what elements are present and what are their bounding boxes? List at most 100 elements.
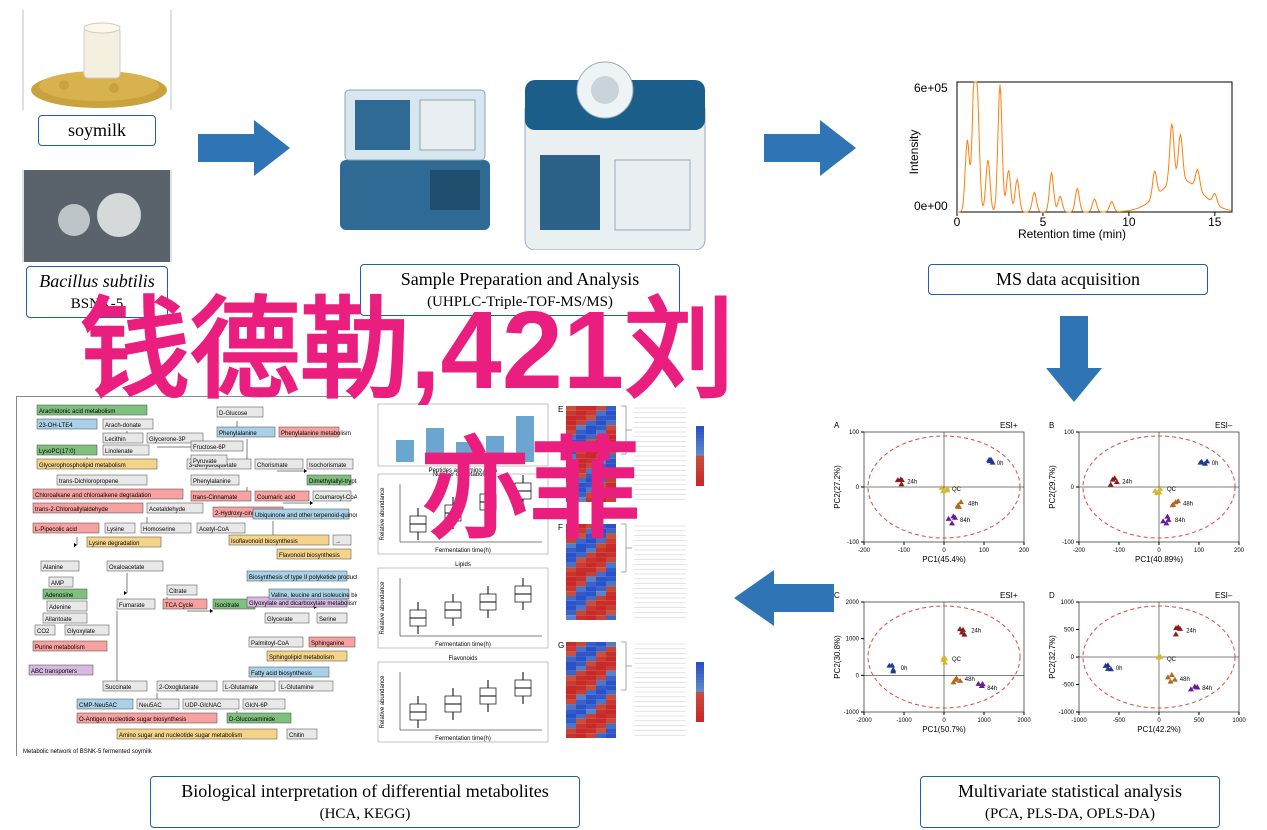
svg-text:Fumarate: Fumarate	[119, 603, 145, 609]
svg-text:-200: -200	[1073, 548, 1086, 554]
svg-text:ESI+: ESI+	[1000, 591, 1018, 600]
svg-text:-200: -200	[858, 548, 871, 554]
svg-text:GlcN-6P: GlcN-6P	[245, 703, 268, 709]
svg-text:ESI–: ESI–	[1215, 591, 1233, 600]
svg-text:LysoPC(17:0): LysoPC(17:0)	[39, 449, 75, 455]
soymilk-label-text: soymilk	[68, 120, 126, 140]
svg-text:Fermentation time(h): Fermentation time(h)	[435, 642, 491, 648]
svg-text:Phenylalanine: Phenylalanine	[219, 431, 257, 437]
chrom-ymin: 0e+00	[914, 199, 948, 213]
svg-text:24h: 24h	[1122, 480, 1132, 486]
svg-text:Isoflavonoid biosynthesis: Isoflavonoid biosynthesis	[231, 539, 298, 545]
svg-text:Neu5AC: Neu5AC	[139, 703, 162, 709]
svg-text:L-Glutamate: L-Glutamate	[225, 685, 259, 691]
svg-text:Fructose-6P: Fructose-6P	[193, 445, 226, 451]
svg-text:Chloroalkane and chloroalkene: Chloroalkane and chloroalkene degradatio…	[35, 493, 151, 499]
svg-text:0: 0	[1157, 718, 1161, 724]
multivariate-line1: Multivariate statistical analysis	[958, 781, 1182, 801]
chrom-ymax: 6e+05	[914, 81, 948, 95]
svg-text:C: C	[834, 591, 840, 600]
svg-text:PC2(32.7%): PC2(32.7%)	[1048, 635, 1057, 679]
svg-text:100: 100	[979, 548, 990, 554]
svg-text:84h: 84h	[1202, 686, 1212, 692]
instrument-label: Sample Preparation and Analysis (UHPLC-T…	[360, 264, 680, 316]
svg-text:Glyoxylate and dicarboxylate m: Glyoxylate and dicarboxylate metabolism	[249, 601, 357, 607]
svg-text:Lysine degradation: Lysine degradation	[89, 541, 139, 547]
svg-text:500: 500	[1064, 628, 1075, 634]
svg-text:PC1(50.7%): PC1(50.7%)	[922, 725, 966, 734]
svg-text:Valine, leucine and isoleucine: Valine, leucine and isoleucine biosynthe…	[271, 593, 357, 599]
chrom-ylabel: Intensity	[907, 130, 921, 175]
soymilk-label: soymilk	[38, 115, 156, 146]
svg-text:Sphinganine: Sphinganine	[311, 641, 345, 647]
svg-text:0: 0	[1071, 655, 1075, 661]
svg-text:0: 0	[856, 673, 860, 679]
svg-text:Succinate: Succinate	[105, 685, 132, 691]
svg-text:Linolenate: Linolenate	[105, 449, 133, 455]
arrow-down	[1046, 316, 1102, 402]
svg-text:Allantoate: Allantoate	[45, 617, 72, 623]
bacteria-line1: Bacillus subtilis	[39, 271, 155, 291]
svg-text:0: 0	[856, 485, 860, 491]
svg-text:1000: 1000	[846, 637, 860, 643]
svg-text:Oxaloacetate: Oxaloacetate	[109, 565, 145, 571]
svg-text:200: 200	[1234, 548, 1245, 554]
pathway-network: Arachidonic acid metabolism23-OH-LTE4Ara…	[16, 396, 356, 756]
svg-text:Fermentation time(h): Fermentation time(h)	[435, 736, 491, 742]
svg-text:Purine metabolism: Purine metabolism	[35, 645, 85, 651]
svg-text:Arachidonic acid metabolism: Arachidonic acid metabolism	[39, 409, 115, 415]
svg-text:trans-Cinnamate: trans-Cinnamate	[193, 495, 238, 501]
svg-text:Coumaric acid: Coumaric acid	[257, 495, 295, 501]
svg-text:Lipids: Lipids	[455, 562, 471, 568]
svg-text:0h: 0h	[1212, 461, 1219, 467]
svg-text:Serine: Serine	[319, 617, 337, 623]
soymilk-photo	[22, 10, 172, 110]
svg-text:-500: -500	[1062, 683, 1075, 689]
biointerp-line1: Biological interpretation of differentia…	[181, 781, 549, 801]
svg-text:D-Glucosaminide: D-Glucosaminide	[229, 717, 276, 723]
svg-text:Arach-donate: Arach-donate	[105, 423, 142, 429]
svg-text:Amino sugar and nucleotide sug: Amino sugar and nucleotide sugar metabol…	[119, 733, 242, 739]
middle-charts: Number of metabolitesPeptides and amino …	[368, 396, 728, 756]
svg-text:→: →	[335, 539, 341, 545]
svg-text:ABC transporters: ABC transporters	[31, 669, 77, 675]
arrow-1	[198, 120, 290, 176]
svg-text:PC2(29.7%): PC2(29.7%)	[1048, 465, 1057, 509]
svg-text:Isocitrate: Isocitrate	[215, 603, 240, 609]
instrument-image	[330, 20, 720, 250]
svg-text:2-Oxoglutarate: 2-Oxoglutarate	[159, 685, 199, 691]
svg-text:0h: 0h	[1116, 666, 1123, 672]
svg-text:1000: 1000	[1232, 718, 1246, 724]
svg-text:-1000: -1000	[1059, 710, 1075, 716]
svg-text:0h: 0h	[901, 666, 908, 672]
svg-text:-500: -500	[1113, 718, 1126, 724]
svg-text:Fatty acid biosynthesis: Fatty acid biosynthesis	[251, 671, 312, 677]
svg-text:Isochorismate: Isochorismate	[309, 463, 347, 469]
svg-text:15: 15	[1208, 215, 1222, 229]
svg-text:QC: QC	[952, 487, 962, 493]
svg-text:D: D	[1049, 591, 1055, 600]
svg-text:B: B	[1049, 421, 1054, 430]
multivariate-label: Multivariate statistical analysis (PCA, …	[920, 776, 1220, 828]
svg-text:24h: 24h	[1186, 629, 1196, 635]
svg-text:AMP: AMP	[51, 581, 64, 587]
arrow-2	[764, 120, 856, 176]
svg-text:QC: QC	[1167, 487, 1177, 493]
svg-text:Relative abundance: Relative abundance	[380, 581, 386, 635]
svg-text:D-Glucose: D-Glucose	[219, 411, 248, 417]
bacteria-photo	[22, 170, 172, 262]
svg-text:-2000: -2000	[856, 718, 872, 724]
svg-text:0: 0	[954, 215, 961, 229]
biointerp-label: Biological interpretation of differentia…	[150, 776, 580, 828]
svg-text:0: 0	[942, 548, 946, 554]
svg-text:-100: -100	[1062, 540, 1075, 546]
svg-text:L-Glutamine: L-Glutamine	[281, 685, 314, 691]
svg-text:QC: QC	[1167, 657, 1177, 663]
svg-text:84h: 84h	[960, 518, 970, 524]
svg-text:0: 0	[1071, 485, 1075, 491]
svg-text:Palmitoyl-CoA: Palmitoyl-CoA	[251, 641, 289, 647]
svg-text:trans-2-Chloroallylaldehyde: trans-2-Chloroallylaldehyde	[35, 507, 109, 513]
svg-text:Relative abundance: Relative abundance	[380, 675, 386, 729]
svg-text:PC2(30.8%): PC2(30.8%)	[833, 635, 842, 679]
svg-text:Glycerophospholipid metabolism: Glycerophospholipid metabolism	[39, 463, 126, 469]
